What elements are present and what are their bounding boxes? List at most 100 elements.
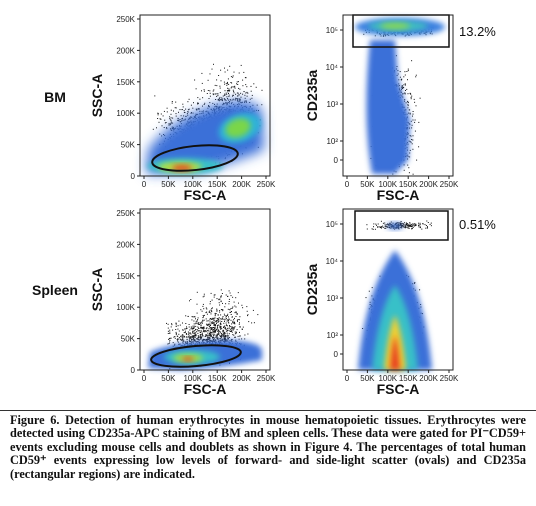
event-dot xyxy=(238,323,240,325)
event-dot xyxy=(203,314,205,316)
event-dot xyxy=(230,319,232,321)
event-dot xyxy=(229,327,231,329)
event-dot xyxy=(175,333,177,334)
event-dot xyxy=(219,320,221,322)
event-dot xyxy=(199,98,201,100)
event-dot xyxy=(201,327,203,329)
event-dot xyxy=(251,322,253,324)
event-dot xyxy=(192,341,194,343)
event-dot xyxy=(217,337,219,339)
event-dot xyxy=(232,95,233,97)
event-dot xyxy=(418,222,420,224)
event-dot xyxy=(408,167,410,169)
event-dot xyxy=(407,105,409,107)
event-dot xyxy=(415,223,417,225)
event-dot xyxy=(239,322,240,324)
event-dot xyxy=(427,222,429,223)
event-dot xyxy=(160,118,162,120)
event-dot xyxy=(225,92,227,94)
event-dot xyxy=(196,322,198,324)
y-tick-label: 10⁵ xyxy=(326,26,338,35)
event-dot xyxy=(234,322,236,324)
event-dot xyxy=(209,333,211,335)
event-dot xyxy=(411,228,413,230)
event-dot xyxy=(195,334,197,336)
event-dot xyxy=(209,92,211,94)
event-dot xyxy=(189,339,190,341)
event-dot xyxy=(247,314,249,316)
event-dot xyxy=(212,336,214,338)
event-dot xyxy=(193,102,194,104)
event-dot xyxy=(167,330,169,332)
event-dot xyxy=(222,302,223,304)
event-dot xyxy=(220,69,222,71)
event-dot xyxy=(216,95,218,97)
event-dot xyxy=(407,107,409,109)
event-dot xyxy=(228,89,229,91)
event-dot xyxy=(225,322,227,324)
event-dot xyxy=(402,223,404,225)
event-dot xyxy=(235,336,236,338)
event-dot xyxy=(206,334,208,336)
event-dot xyxy=(183,110,185,112)
plot-panel: 0 50K 100K 150K 200K 250K010²10³10⁴10⁵FSC-ACD… xyxy=(304,14,496,203)
event-dot xyxy=(380,35,382,37)
event-dot xyxy=(195,323,197,325)
event-dot xyxy=(416,159,418,161)
event-dot xyxy=(161,125,163,127)
event-dot xyxy=(157,114,159,116)
event-dot xyxy=(224,90,226,92)
x-axis-label: FSC-A xyxy=(184,187,227,203)
event-dot xyxy=(167,323,169,325)
event-dot xyxy=(208,106,210,107)
event-dot xyxy=(214,312,216,314)
event-dot xyxy=(406,226,408,228)
event-dot xyxy=(229,99,231,101)
event-dot xyxy=(397,70,399,72)
x-tick-label: 100K xyxy=(378,180,397,189)
event-dot xyxy=(192,339,194,341)
event-dot xyxy=(244,97,246,99)
event-dot xyxy=(257,314,259,316)
event-dot xyxy=(201,326,203,328)
event-dot xyxy=(196,312,198,314)
event-dot xyxy=(212,331,214,333)
event-dot xyxy=(412,139,414,141)
event-dot xyxy=(188,324,190,325)
event-dot xyxy=(236,98,238,100)
event-dot xyxy=(199,332,201,334)
event-dot xyxy=(408,225,410,227)
event-dot xyxy=(219,331,221,333)
event-dot xyxy=(414,121,416,123)
event-dot xyxy=(412,148,414,150)
event-dot xyxy=(208,311,210,313)
event-dot xyxy=(207,338,209,340)
event-dot xyxy=(174,336,176,337)
event-dot xyxy=(214,328,215,330)
event-dot xyxy=(211,331,213,333)
event-dot xyxy=(181,334,183,336)
event-dot xyxy=(211,307,213,309)
event-dot xyxy=(213,339,215,341)
density xyxy=(387,223,403,229)
event-dot xyxy=(227,83,228,85)
event-dot xyxy=(220,337,222,339)
event-dot xyxy=(172,117,174,119)
event-dot xyxy=(204,330,206,332)
event-dot xyxy=(233,328,235,330)
event-dot xyxy=(237,100,238,102)
event-dot xyxy=(408,227,410,229)
y-tick-label: 10² xyxy=(326,137,338,146)
gate-oval xyxy=(151,144,239,172)
event-dot xyxy=(202,97,204,99)
event-dot xyxy=(214,329,216,331)
event-dot xyxy=(202,305,204,307)
event-dot xyxy=(219,323,221,325)
event-dot xyxy=(197,317,199,319)
event-dot xyxy=(412,115,413,117)
event-dot xyxy=(211,310,213,312)
event-dot xyxy=(398,79,400,81)
x-tick-label: 250K xyxy=(257,374,276,383)
y-tick-label: 0 xyxy=(131,366,136,375)
event-dot xyxy=(180,336,182,338)
